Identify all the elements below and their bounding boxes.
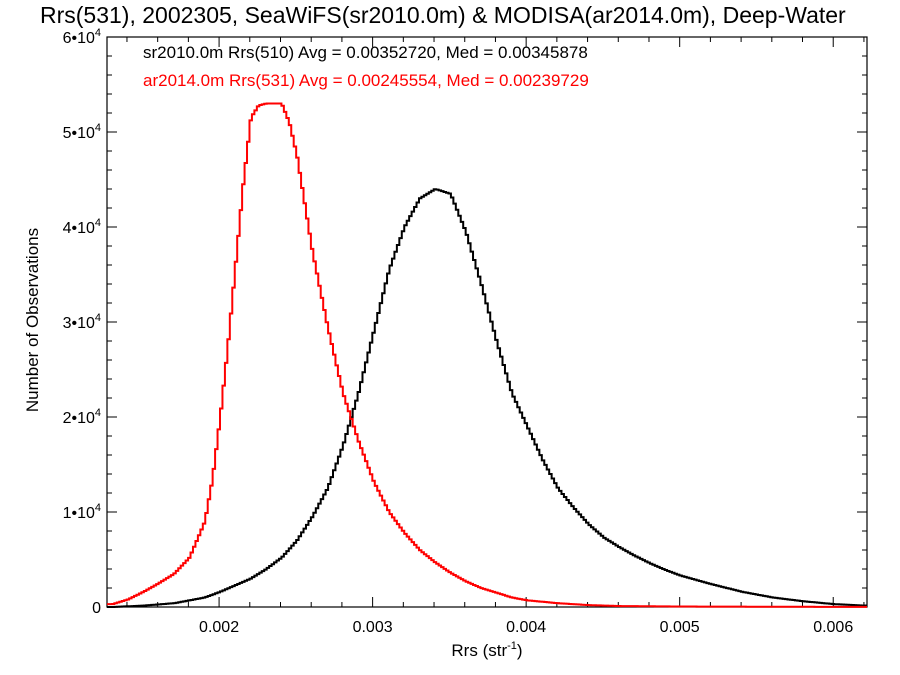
y-tick-label: 5•104 [63,122,101,142]
y-tick-mantissa: 4•10 [63,220,95,237]
x-tick-label: 0.005 [660,619,700,636]
plot-area: 0.002 0.003 0.004 0.005 0.006 01•1042•1043•1… [63,27,868,636]
y-tick-label: 4•104 [63,217,101,237]
y-tick-mantissa: 2•10 [63,410,95,427]
y-tick-label: 3•104 [63,312,101,332]
x-tick-label: 0.004 [506,619,546,636]
y-tick-exponent: 4 [95,502,101,514]
series-layer [107,102,868,608]
x-axis-label-close: ) [517,641,523,660]
chart-title: Rrs(531), 2002305, SeaWiFS(sr2010.0m) & … [40,2,846,28]
y-tick-mantissa: 0 [92,600,101,617]
x-axis-label-unit-exponent: -1 [507,640,517,652]
y-tick-mantissa: 1•10 [63,505,95,522]
y-tick-exponent: 4 [95,407,101,419]
y-tick-mantissa: 3•10 [63,315,95,332]
legend: sr2010.0m Rrs(510) Avg = 0.00352720, Med… [143,43,589,90]
legend-entry: sr2010.0m Rrs(510) Avg = 0.00352720, Med… [143,43,588,62]
plot-frame [106,36,868,608]
x-axis-label: Rrs (str-1) [451,640,522,660]
y-tick-label: 0 [92,600,101,617]
y-tick-exponent: 4 [95,312,101,324]
series-line-0 [107,188,868,608]
y-tick-exponent: 4 [95,27,101,39]
series-line-1 [107,102,867,608]
x-axis-label-main: Rrs (str [451,641,507,660]
x-axis-ticks: 0.002 0.003 0.004 0.005 0.006 [126,37,865,636]
y-tick-label: 6•104 [63,27,101,47]
y-tick-exponent: 4 [95,122,101,134]
y-tick-label: 1•104 [63,502,101,522]
x-tick-label: 0.002 [199,619,239,636]
y-axis-label: Number of Observations [23,228,42,412]
y-tick-mantissa: 6•10 [63,30,95,47]
x-tick-label: 0.006 [813,619,853,636]
y-tick-label: 2•104 [63,407,101,427]
y-tick-exponent: 4 [95,217,101,229]
y-tick-mantissa: 5•10 [63,125,95,142]
legend-entry: ar2014.0m Rrs(531) Avg = 0.00245554, Med… [143,71,589,90]
x-tick-label: 0.003 [353,619,393,636]
